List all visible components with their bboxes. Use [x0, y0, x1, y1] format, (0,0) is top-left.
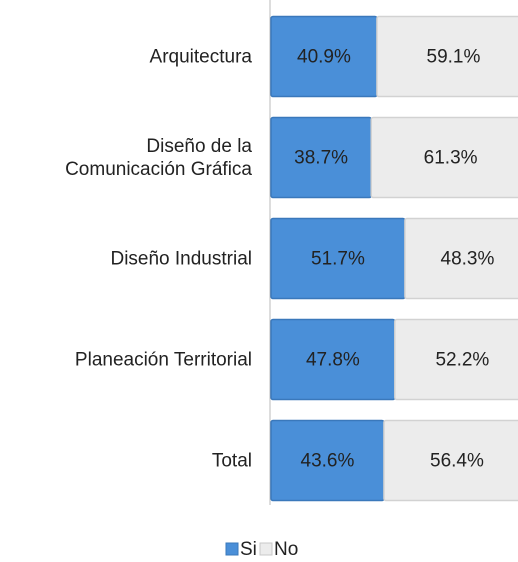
bar-segment	[404, 217, 518, 300]
value-label: 38.7%	[294, 148, 348, 169]
legend-swatch	[225, 542, 239, 556]
bar-segment	[383, 419, 518, 502]
value-label: 52.2%	[435, 350, 489, 371]
bar-segment	[370, 116, 518, 199]
category-label: Diseño de la Comunicación Gráfica	[65, 135, 252, 180]
value-label: 51.7%	[311, 249, 365, 270]
value-label: 56.4%	[430, 451, 484, 472]
category-label: Planeación Territorial	[74, 349, 252, 370]
value-label: 48.3%	[441, 249, 495, 270]
category-label: Diseño Industrial	[110, 248, 252, 269]
legend-swatch	[259, 542, 273, 556]
value-label: 59.1%	[427, 47, 481, 68]
value-label: 47.8%	[306, 350, 360, 371]
legend-label: Si	[240, 539, 257, 560]
value-label: 61.3%	[424, 148, 478, 169]
bar-segment	[394, 318, 518, 401]
value-label: 43.6%	[301, 451, 355, 472]
category-label: Total	[211, 450, 252, 471]
legend-label: No	[274, 539, 298, 560]
bar-segment	[376, 15, 518, 98]
value-label: 40.9%	[297, 47, 351, 68]
category-label: Arquitectura	[149, 46, 252, 67]
